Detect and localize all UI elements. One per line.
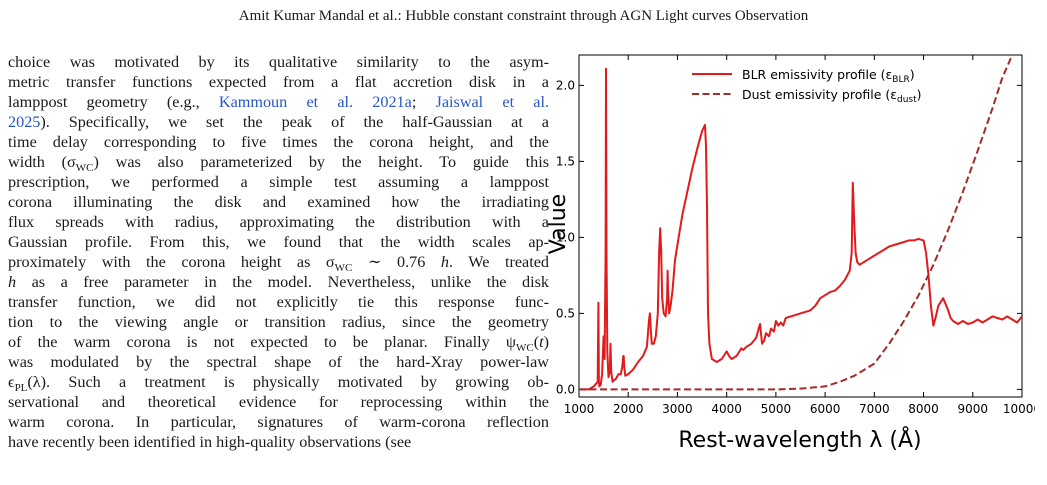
emissivity-figure: 1000 2000 3000 4000 5000 6000 7000 8000 9000 1000… [545, 52, 1041, 480]
text-span: prescription, we performed a simple test… [8, 173, 549, 191]
text-span: was modulated by the spectral shape of t… [8, 353, 549, 371]
text-span: corona illuminating the disk and examine… [8, 193, 549, 211]
text-line: transfer function, we did not explicitly… [8, 292, 549, 312]
text-line: was modulated by the spectral shape of t… [8, 352, 549, 372]
text-span: transfer function, we did not explicitly… [8, 293, 549, 311]
y-tick-label: 1.5 [556, 154, 575, 168]
subscript: WC [334, 262, 353, 272]
body-text-column: choice was motivated by its qualitative … [8, 52, 549, 452]
citation-link[interactable]: 2025 [8, 113, 41, 131]
text-span: lamppost geometry (e.g., [8, 93, 219, 111]
text-line: flux spreads with radius, approximating … [8, 212, 549, 232]
text-span: (λ). Such a treatment is physically moti… [27, 373, 549, 391]
text-span: as a free parameter in the model. Nevert… [16, 273, 549, 291]
legend-label-tail: ) [917, 87, 922, 102]
citation-link[interactable]: Jaiswal et al. [435, 93, 549, 111]
y-axis-label: Value [546, 194, 571, 254]
text-line: corona illuminating the disk and examine… [8, 192, 549, 212]
text-line: metric transfer functions expected from … [8, 72, 549, 92]
text-line: lamppost geometry (e.g., Kammoun et al. … [8, 92, 549, 112]
text-span: width (σ [8, 153, 76, 171]
legend-label: BLR emissivity profile (εBLR) [742, 67, 915, 85]
text-line: choice was motivated by its qualitative … [8, 52, 549, 72]
text-span: metric transfer functions expected from … [8, 73, 549, 91]
text-line: width (σWC) was also parameterized by th… [8, 152, 549, 172]
legend-label-tail: ) [910, 67, 915, 82]
x-tick-label: 9000 [958, 402, 989, 416]
y-tick-label: 2.0 [556, 78, 575, 92]
text-line: tion to the viewing angle or transition … [8, 312, 549, 332]
text-span: ( [533, 333, 540, 351]
x-tick-label: 2000 [613, 402, 644, 416]
x-tick-label: 6000 [810, 402, 841, 416]
legend-label-main: BLR emissivity profile (ε [742, 67, 892, 82]
text-span: tion to the viewing angle or transition … [8, 313, 549, 331]
y-tick-label: 0.5 [556, 306, 575, 320]
text-span: Gaussian profile. From this, we found th… [8, 233, 549, 251]
running-header: Amit Kumar Mandal et al.: Hubble constan… [238, 8, 809, 24]
x-tick-label: 3000 [662, 402, 693, 416]
text-span: h [8, 273, 17, 291]
text-line: have recently been identified in high-qu… [8, 432, 549, 452]
emissivity-chart: 1000 2000 3000 4000 5000 6000 7000 8000 9000 1000… [546, 54, 1041, 453]
text-line: proximately with the corona height as σW… [8, 252, 549, 272]
legend-label-sub: BLR [892, 75, 909, 85]
text-span: ∼ 0.76 [352, 253, 441, 271]
text-span: ). Specifically, we set the peak of the … [40, 113, 549, 131]
legend-label-main: Dust emissivity profile (ε [742, 87, 897, 102]
text-span: servational and theoretical evidence for… [8, 393, 549, 411]
citation-link[interactable]: Kammoun et al. 2021a [218, 93, 412, 111]
x-tick-label: 5000 [761, 402, 792, 416]
x-tick-label: 4000 [711, 402, 742, 416]
subscript: WC [75, 162, 94, 172]
text-span: flux spreads with radius, approximating … [8, 213, 549, 231]
text-span: proximately with the corona height as σ [8, 253, 335, 271]
x-tick-label: 1000 [564, 402, 595, 416]
text-span: time delay corresponding to five times t… [8, 133, 549, 151]
text-span: ) was also parameterized by the height. … [93, 153, 549, 171]
text-span: t [539, 333, 544, 351]
y-tick-label: 1.0 [556, 230, 575, 244]
legend-label-sub: dust [897, 95, 917, 105]
text-line: time delay corresponding to five times t… [8, 132, 549, 152]
plot-frame [578, 54, 1023, 398]
legend-label: Dust emissivity profile (εdust) [742, 87, 922, 105]
text-span: choice was motivated by its qualitative … [8, 53, 549, 71]
text-line: Gaussian profile. From this, we found th… [8, 232, 549, 252]
text-line: h as a free parameter in the model. Neve… [8, 272, 549, 292]
text-line: prescription, we performed a simple test… [8, 172, 549, 192]
text-line: warm corona. In particular, signatures o… [8, 412, 549, 432]
text-span: ; [411, 93, 436, 111]
y-tick-label: 0.0 [556, 382, 575, 396]
text-span: ) [543, 333, 549, 351]
subscript: PL [14, 382, 28, 392]
text-span: ϵ [8, 373, 15, 391]
text-line: servational and theoretical evidence for… [8, 392, 549, 412]
text-line: ϵPL(λ). Such a treatment is physically m… [8, 372, 549, 392]
text-span: warm corona. In particular, signatures o… [8, 413, 549, 431]
x-tick-label: 8000 [908, 402, 939, 416]
text-span: h [440, 253, 449, 271]
dust-emissivity-line [579, 55, 1014, 391]
text-span: of the warm corona is not expected to be… [8, 333, 516, 351]
text-span: have recently been identified in high-qu… [8, 433, 412, 451]
subscript: WC [515, 342, 534, 352]
text-line: of the warm corona is not expected to be… [8, 332, 549, 352]
x-axis-label: Rest-wavelength λ (Å) [678, 426, 921, 453]
blr-emissivity-line [579, 67, 1022, 391]
x-tick-label: 7000 [859, 402, 890, 416]
text-line: 2025). Specifically, we set the peak of … [8, 112, 549, 132]
text-span: . We treated [448, 253, 549, 271]
